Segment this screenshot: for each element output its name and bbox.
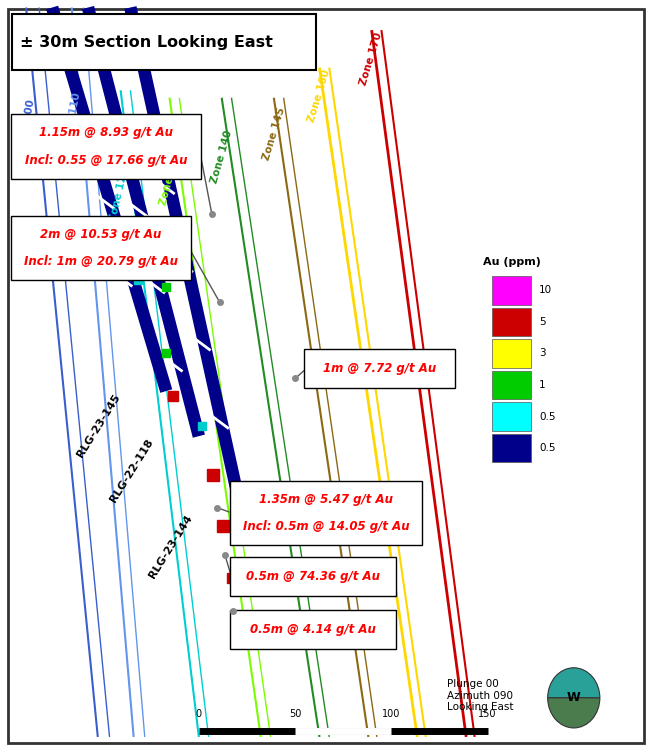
Text: ± 30m Section Looking East: ± 30m Section Looking East [20, 35, 273, 50]
Text: Plunge 00
Azimuth 090
Looking East: Plunge 00 Azimuth 090 Looking East [447, 679, 513, 712]
FancyBboxPatch shape [492, 371, 531, 399]
Text: 3: 3 [539, 348, 546, 359]
Text: 0.5: 0.5 [539, 411, 556, 422]
Text: Zone 100: Zone 100 [17, 99, 36, 155]
Text: 0: 0 [196, 709, 202, 719]
Text: 1: 1 [539, 380, 546, 390]
Text: RLG-23-145: RLG-23-145 [76, 393, 122, 459]
Text: Incl: 0.55 @ 17.66 g/t Au: Incl: 0.55 @ 17.66 g/t Au [25, 154, 187, 167]
Text: 0.5m @ 74.36 g/t Au: 0.5m @ 74.36 g/t Au [246, 570, 380, 584]
FancyBboxPatch shape [304, 349, 455, 388]
Text: W: W [567, 691, 581, 705]
Text: 1.35m @ 5.47 g/t Au: 1.35m @ 5.47 g/t Au [259, 493, 393, 505]
FancyBboxPatch shape [12, 14, 316, 70]
Text: Zone 130: Zone 130 [158, 151, 182, 207]
Text: RLG-22-118: RLG-22-118 [108, 438, 155, 505]
FancyBboxPatch shape [230, 557, 396, 596]
FancyBboxPatch shape [230, 610, 396, 649]
FancyBboxPatch shape [492, 308, 531, 336]
Text: 100: 100 [382, 709, 400, 719]
FancyBboxPatch shape [492, 402, 531, 431]
Text: Zone 110: Zone 110 [62, 92, 82, 147]
FancyBboxPatch shape [230, 481, 422, 545]
FancyBboxPatch shape [11, 216, 191, 280]
Text: Au (ppm): Au (ppm) [483, 257, 541, 267]
Text: 0.5: 0.5 [539, 443, 556, 453]
Text: 0.5m @ 4.14 g/t Au: 0.5m @ 4.14 g/t Au [250, 623, 376, 636]
FancyBboxPatch shape [11, 114, 201, 179]
Text: Zone 170: Zone 170 [359, 31, 384, 86]
Text: 50: 50 [289, 709, 301, 719]
Text: RLG-23-144: RLG-23-144 [147, 513, 194, 580]
Text: Zone 145: Zone 145 [261, 106, 287, 162]
Text: 10: 10 [539, 285, 552, 296]
Wedge shape [548, 698, 600, 728]
Text: Incl: 1m @ 20.79 g/t Au: Incl: 1m @ 20.79 g/t Au [24, 256, 178, 268]
FancyBboxPatch shape [492, 276, 531, 305]
Text: Incl: 0.5m @ 14.05 g/t Au: Incl: 0.5m @ 14.05 g/t Au [243, 520, 409, 533]
FancyBboxPatch shape [492, 434, 531, 462]
Text: 150: 150 [479, 709, 497, 719]
Text: Zone 160: Zone 160 [306, 68, 332, 124]
Wedge shape [548, 668, 600, 698]
Text: 1m @ 7.72 g/t Au: 1m @ 7.72 g/t Au [323, 362, 436, 375]
Text: Zone 120: Zone 120 [109, 167, 130, 222]
FancyBboxPatch shape [492, 339, 531, 368]
Text: 1.15m @ 8.93 g/t Au: 1.15m @ 8.93 g/t Au [39, 126, 173, 139]
Text: Zone 140: Zone 140 [210, 129, 235, 184]
Text: 5: 5 [539, 317, 546, 327]
Text: 2m @ 10.53 g/t Au: 2m @ 10.53 g/t Au [40, 228, 162, 241]
